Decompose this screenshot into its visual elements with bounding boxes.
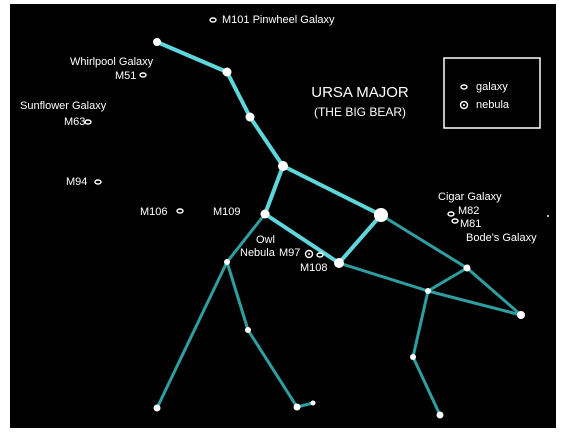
legend-label: nebula (476, 99, 510, 111)
object-label: M51 (115, 70, 136, 82)
object-label: M108 (300, 262, 328, 274)
object-label: M101 Pinwheel Galaxy (222, 14, 335, 26)
object-label: Bode's Galaxy (466, 232, 537, 244)
object-label: Cigar Galaxy (438, 191, 502, 203)
title: URSA MAJOR (311, 84, 409, 101)
object-labels: M101 Pinwheel Galaxy Whirlpool Galaxy M5… (20, 14, 537, 274)
legend-label: galaxy (476, 81, 508, 93)
legend-nebula-dot (463, 104, 465, 106)
object-label: M109 (213, 206, 241, 218)
object-label: M94 (66, 176, 87, 188)
object-label: M82 (458, 205, 479, 217)
object-label: Nebula (240, 247, 276, 259)
legend-nebula-symbol (459, 100, 469, 110)
stars (153, 38, 549, 419)
galaxy-symbols (84, 17, 459, 259)
sky (10, 4, 556, 428)
object-label: Sunflower Galaxy (20, 100, 107, 112)
object-label: M106 (140, 206, 168, 218)
object-label: M97 (279, 247, 300, 259)
object-label: Owl (256, 234, 275, 246)
subtitle: (THE BIG BEAR) (314, 105, 406, 119)
object-label: M81 (460, 218, 481, 230)
legend-galaxy-symbol (460, 84, 468, 90)
object-label: M63 (64, 116, 85, 128)
object-label: Whirlpool Galaxy (70, 56, 154, 68)
legend-box (443, 57, 541, 129)
constellation-lines (155, 40, 523, 417)
